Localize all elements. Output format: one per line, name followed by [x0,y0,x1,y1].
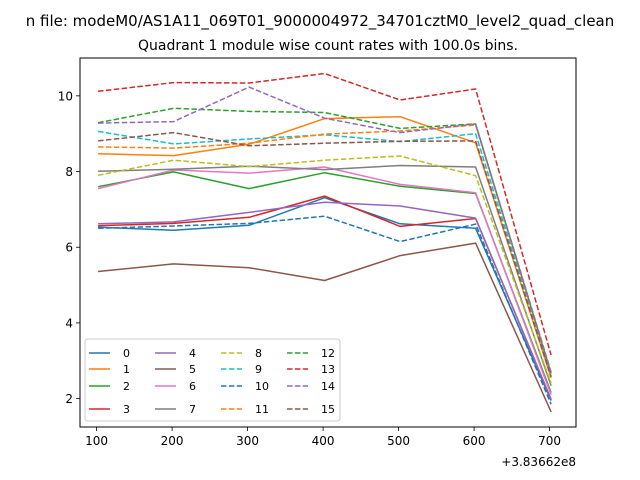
series-line-10 [98,215,552,405]
legend-label-13: 13 [321,363,335,376]
y-axis: 2 4 6 8 10 [58,89,80,406]
legend-label-11: 11 [255,403,269,416]
y-tick-label: 8 [65,165,73,179]
series-line-14 [98,86,552,373]
legend-label-2: 2 [123,380,130,393]
y-tick-label: 10 [58,89,73,103]
series-line-12 [97,107,552,374]
legend-label-4: 4 [189,347,196,360]
x-tick-label: 200 [161,434,184,448]
x-tick-label: 300 [236,434,259,448]
series-line-9 [97,130,552,377]
legend-label-5: 5 [189,363,196,376]
x-tick-label: 600 [463,434,486,448]
x-axis: 100 200 300 400 500 600 700 [85,427,561,448]
x-tick-label: 400 [312,434,335,448]
legend-label-1: 1 [123,363,130,376]
legend-label-10: 10 [255,380,269,393]
series-layer [97,72,552,413]
chart-title: Quadrant 1 module wise count rates with … [138,38,518,54]
series-line-5 [98,242,552,413]
series-line-0 [98,196,552,401]
legend-label-15: 15 [321,403,335,416]
x-tick-label: 100 [85,434,108,448]
legend-label-0: 0 [123,347,130,360]
y-tick-label: 2 [65,392,73,406]
series-line-4 [98,201,552,400]
y-tick-label: 6 [65,241,73,255]
axes-frame [79,57,577,428]
legend-label-12: 12 [321,347,335,360]
x-tick-label: 700 [538,434,561,448]
legend-label-8: 8 [255,347,262,360]
legend-label-14: 14 [321,380,335,393]
series-line-11 [98,124,552,376]
series-line-15 [98,131,552,378]
legend-label-3: 3 [123,403,130,416]
legend-label-6: 6 [189,380,196,393]
series-line-13 [98,72,552,356]
x-tick-label: 500 [387,434,410,448]
legend-label-9: 9 [255,363,262,376]
y-tick-label: 4 [65,316,73,330]
x-offset-label: +3.83662e8 [501,455,576,469]
legend-box [84,338,341,422]
figure-suptitle: n file: modeM0/AS1A11_069T01_9000004972_… [26,12,615,31]
series-line-8 [97,155,552,384]
legend-label-7: 7 [189,403,196,416]
series-line-7 [98,164,552,386]
